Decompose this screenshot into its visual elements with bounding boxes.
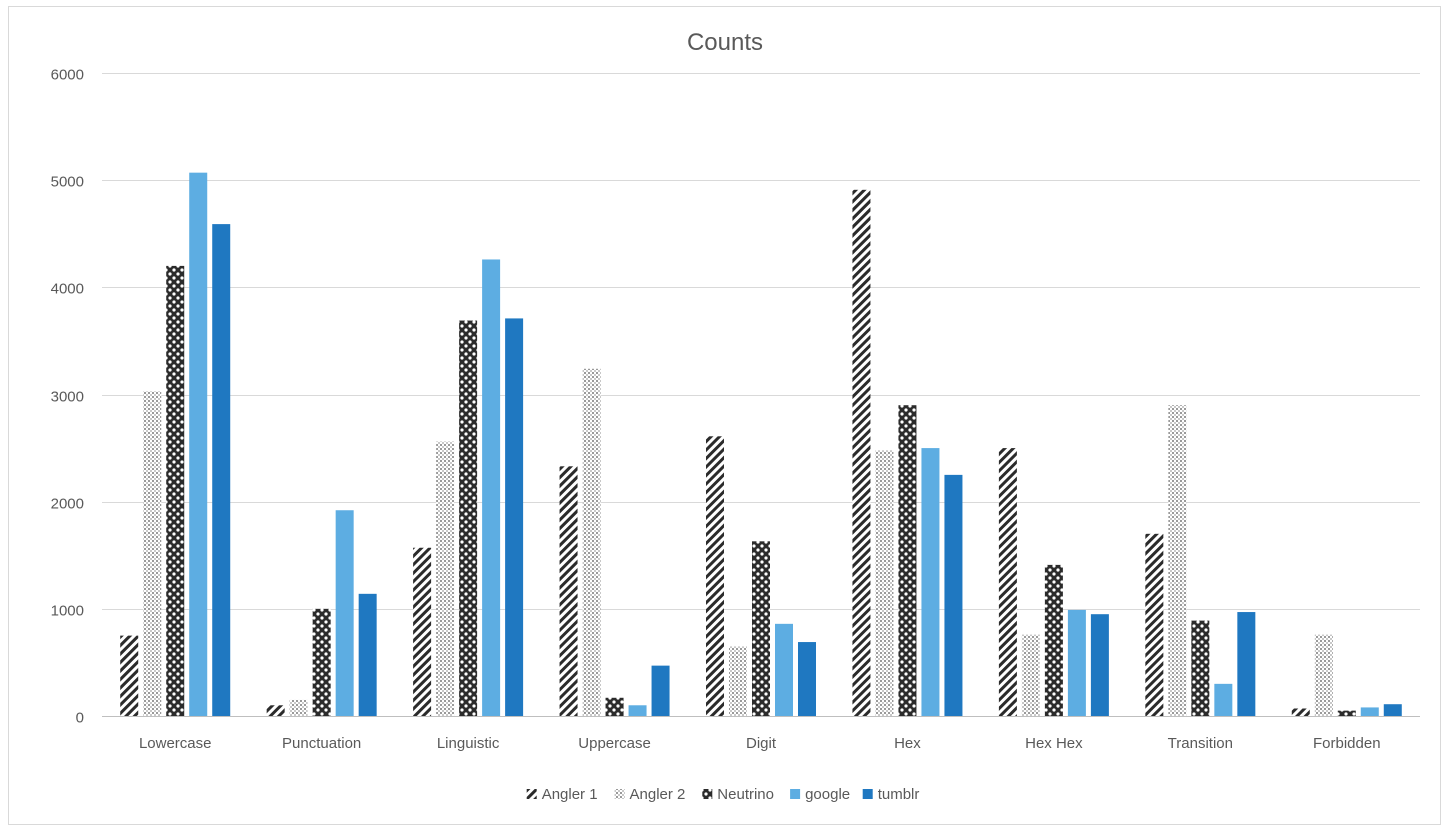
bar-angler-2 [1168, 405, 1187, 716]
y-axis-tick-labels: 0 1000 2000 3000 4000 5000 6000 [51, 67, 84, 727]
chart-title: Counts [687, 29, 763, 56]
bar-angler-1 [1145, 533, 1164, 716]
bar-neutrino [1337, 710, 1356, 716]
x-tick-label: Hex Hex [1025, 735, 1083, 752]
bar-tumblr [505, 318, 524, 716]
bar-angler-2 [289, 699, 308, 716]
legend-label-google: google [805, 786, 850, 803]
bar-series [120, 172, 1402, 717]
x-tick-label: Digit [746, 735, 777, 752]
bar-angler-1 [559, 466, 578, 716]
legend-label-angler-2: Angler 2 [630, 786, 686, 803]
bar-angler-2 [1021, 634, 1040, 716]
legend-label-neutrino: Neutrino [717, 786, 774, 803]
x-tick-label: Transition [1168, 735, 1233, 752]
bar-tumblr [798, 642, 816, 716]
bar-tumblr [651, 665, 670, 716]
bar-angler-1 [998, 448, 1017, 716]
y-tick-label: 2000 [51, 496, 84, 513]
bar-angler-1 [266, 705, 285, 716]
bar-neutrino [166, 265, 185, 716]
bar-angler-1 [1291, 708, 1310, 716]
bar-neutrino [312, 608, 331, 716]
bar-angler-1 [706, 436, 724, 716]
legend-label-angler-1: Angler 1 [542, 786, 598, 803]
bar-google [1360, 707, 1379, 716]
y-tick-label: 1000 [51, 603, 84, 620]
x-tick-label: Uppercase [578, 735, 651, 752]
legend-swatch-neutrino [702, 789, 713, 799]
legend-swatch-tumblr [862, 789, 873, 799]
bar-tumblr [358, 593, 377, 716]
bar-google [482, 259, 501, 716]
bar-angler-2 [729, 646, 747, 716]
bar-google [1214, 683, 1233, 716]
bar-neutrino [898, 405, 917, 716]
bar-tumblr [1237, 612, 1256, 716]
y-tick-label: 0 [76, 710, 84, 727]
y-tick-label: 6000 [51, 67, 84, 84]
bar-angler-1 [852, 189, 871, 717]
bar-google [628, 705, 647, 716]
x-tick-label: Lowercase [139, 735, 212, 752]
x-tick-label: Linguistic [437, 735, 500, 752]
bar-neutrino [1044, 564, 1063, 716]
bar-tumblr [1090, 614, 1109, 716]
bar-google [189, 172, 208, 717]
bar-tumblr [1383, 704, 1402, 716]
bar-angler-1 [413, 547, 432, 716]
bar-neutrino [605, 697, 624, 716]
y-tick-label: 3000 [51, 389, 84, 406]
legend-label-tumblr: tumblr [878, 786, 920, 803]
x-tick-label: Forbidden [1313, 735, 1381, 752]
bar-angler-1 [120, 635, 139, 716]
y-tick-label: 5000 [51, 174, 84, 191]
bar-angler-2 [1314, 634, 1333, 716]
bar-angler-2 [436, 441, 455, 716]
bar-tumblr [944, 474, 963, 716]
x-tick-label: Hex [894, 735, 921, 752]
bar-google [775, 623, 793, 716]
bar-neutrino [752, 541, 770, 716]
bar-angler-2 [143, 391, 162, 716]
bar-angler-2 [875, 450, 894, 716]
bar-angler-2 [582, 368, 601, 716]
legend-swatch-google [790, 789, 801, 799]
bar-neutrino [459, 320, 478, 716]
bar-tumblr [212, 224, 231, 717]
y-tick-label: 4000 [51, 281, 84, 298]
legend-swatch-angler-2 [614, 789, 625, 799]
legend: Angler 1 Angler 2 Neutrino google tumblr [526, 786, 920, 803]
x-axis-tick-labels: Lowercase Punctuation Linguistic Uppercase D… [139, 735, 1381, 752]
x-tick-label: Punctuation [282, 735, 361, 752]
bar-neutrino [1191, 620, 1210, 716]
bar-google [1067, 609, 1086, 716]
bar-google [335, 510, 354, 716]
bar-google [921, 448, 940, 716]
legend-swatch-angler-1 [526, 789, 537, 799]
